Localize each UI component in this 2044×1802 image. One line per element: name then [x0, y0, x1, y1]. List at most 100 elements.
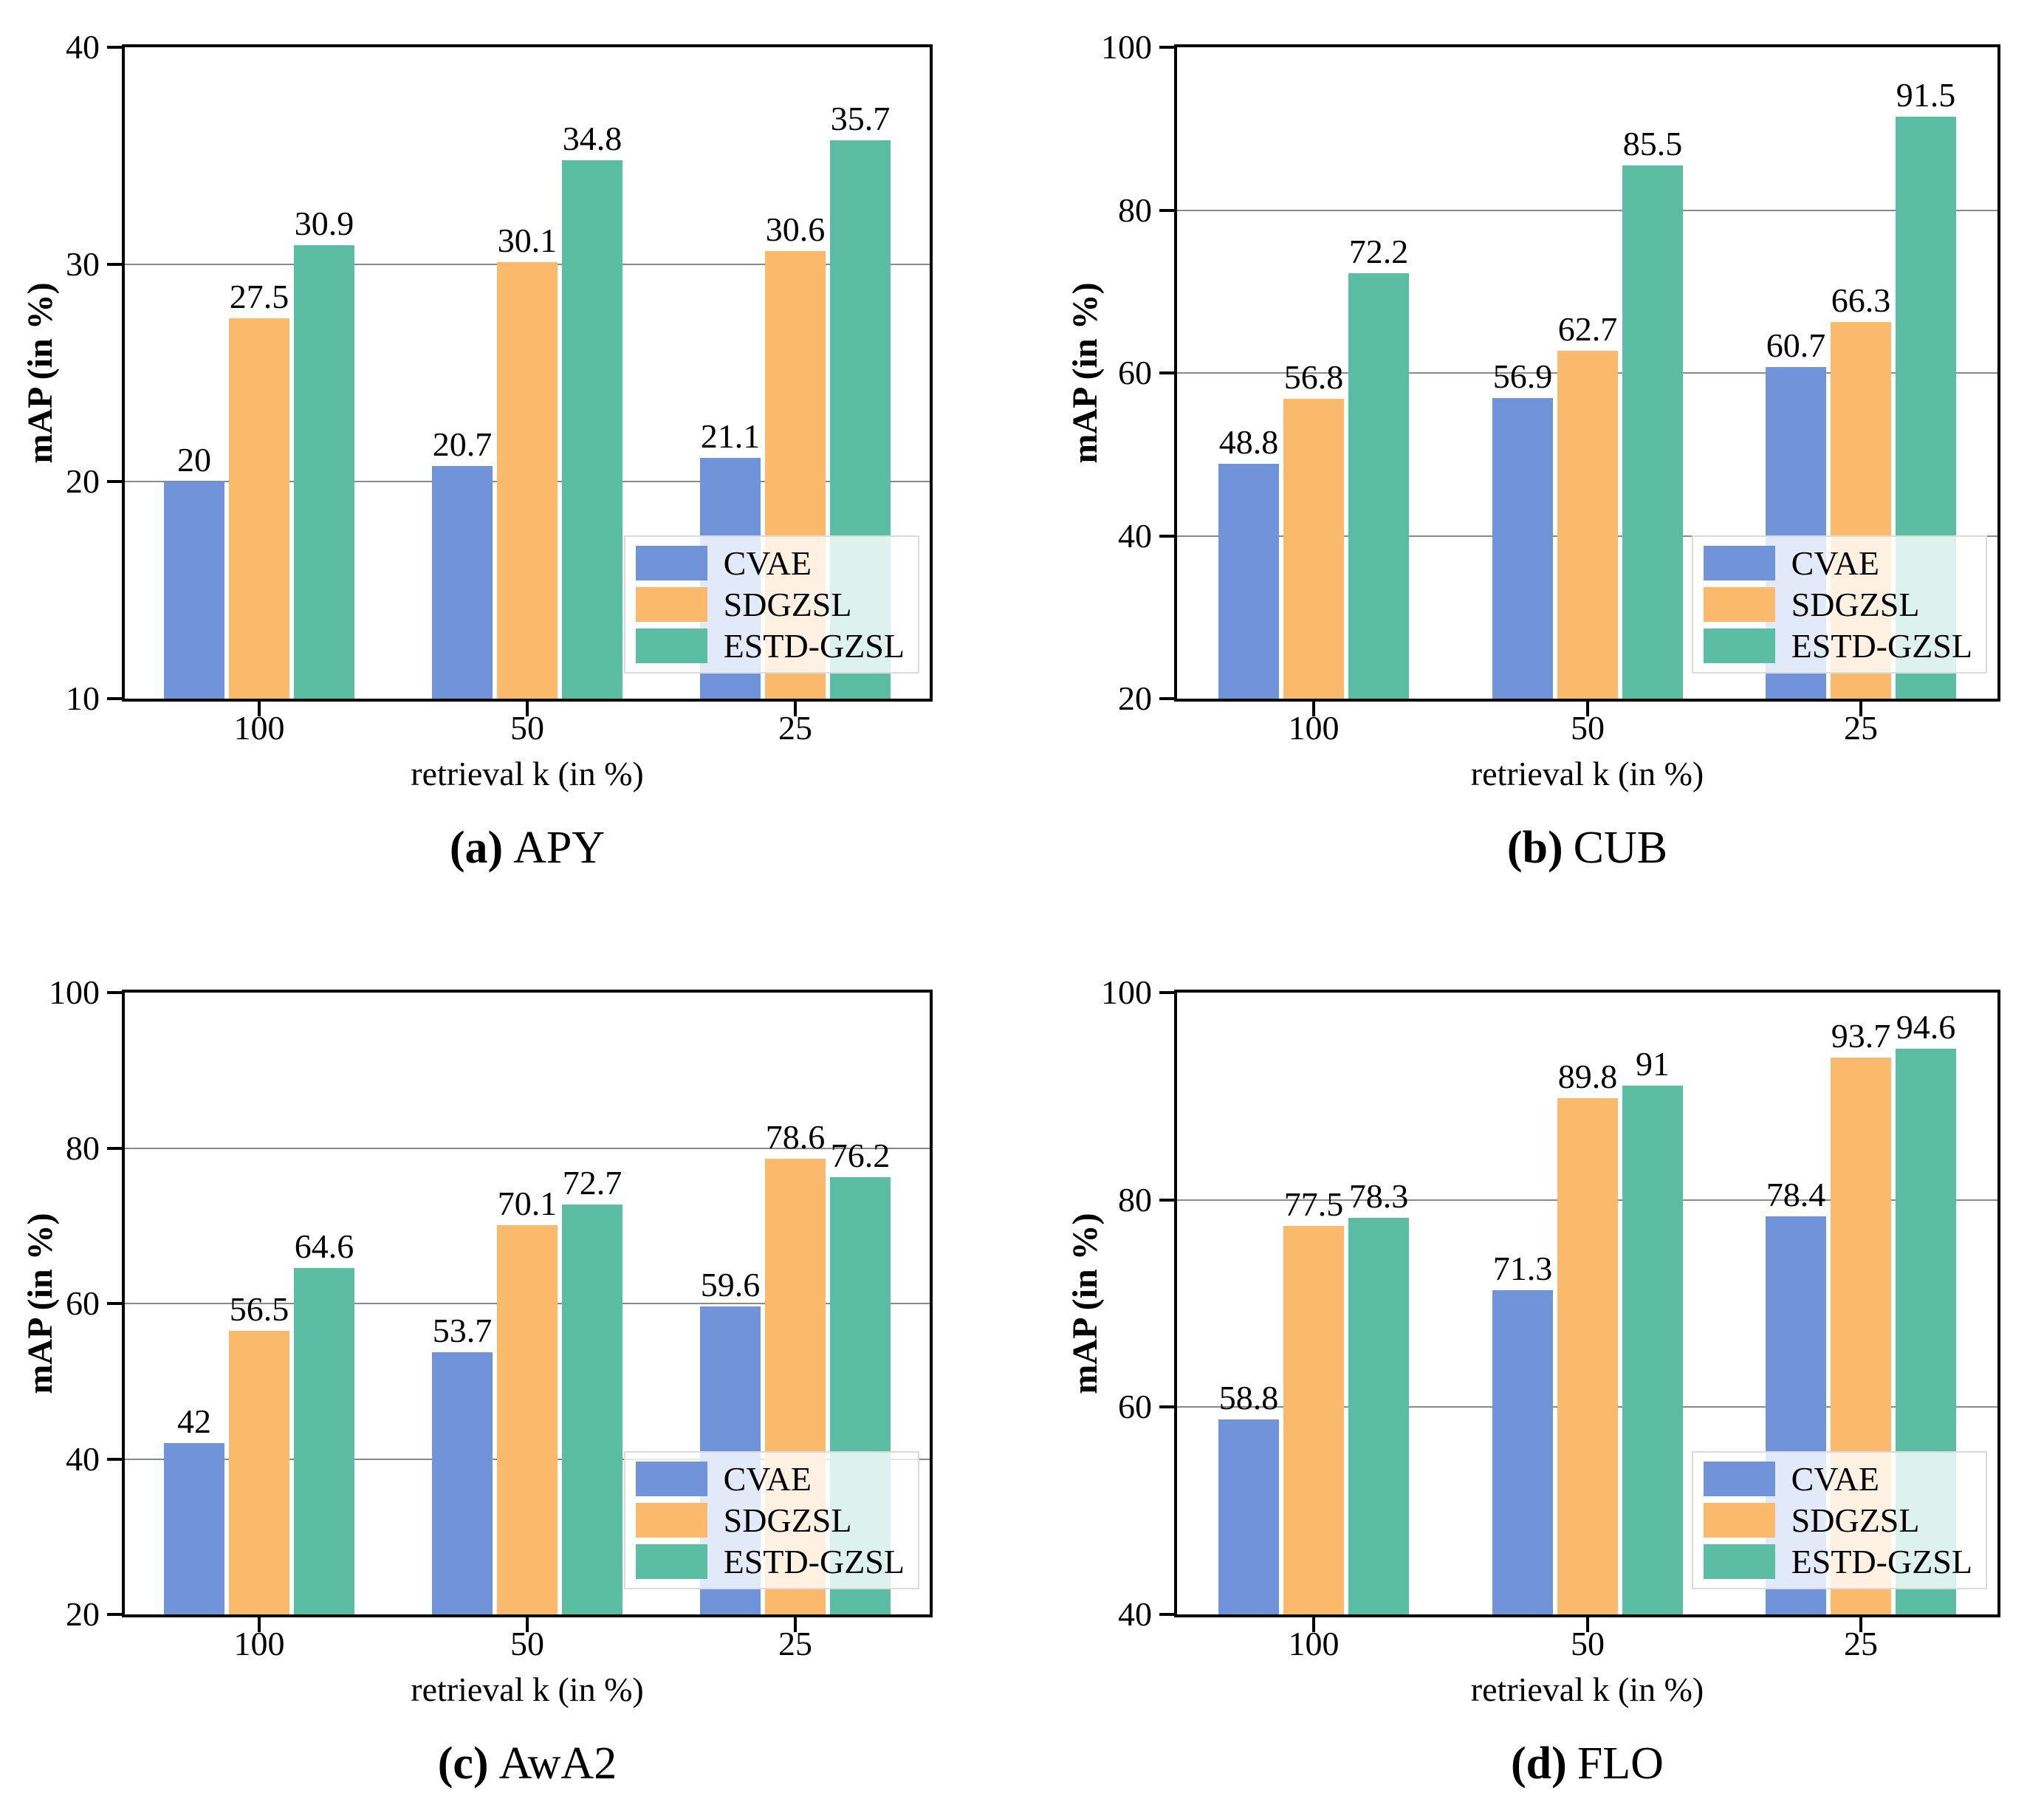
- gridline: [1177, 210, 1997, 211]
- y-tick-mark: [107, 697, 122, 700]
- bar-cvae-50: [1492, 1290, 1553, 1614]
- x-tick-mark: [794, 1617, 797, 1632]
- legend-swatch-estd-gzsl: [635, 1544, 707, 1579]
- bar-cvae-50: [1492, 398, 1553, 699]
- bar-value-label: 56.8: [1283, 358, 1344, 396]
- legend-label: CVAE: [723, 544, 812, 582]
- bar-value-label: 89.8: [1557, 1058, 1618, 1095]
- chart-flo: mAP (in %) 58.8 77.5 78.3 71.3 89.8 91 78.4 93.…: [1022, 901, 2044, 1802]
- bar-value-label: 71.3: [1492, 1250, 1553, 1287]
- legend-label: SDGZSL: [1791, 586, 1920, 623]
- x-tick-mark: [526, 702, 529, 716]
- y-tick-label: 80: [1118, 191, 1152, 229]
- y-tick-label: 20: [66, 462, 100, 500]
- legend-swatch-sdgzsl: [635, 1503, 707, 1538]
- x-axis-label: retrieval k (in %): [411, 1671, 644, 1708]
- bar-value-label: 20.7: [432, 425, 493, 463]
- legend-row: ESTD-GZSL: [635, 628, 905, 663]
- y-tick-mark: [1159, 535, 1174, 538]
- bar-value-label: 53.7: [432, 1312, 493, 1349]
- bar-sdgzsl-50: [1557, 1098, 1618, 1614]
- legend-row: SDGZSL: [1703, 1503, 1972, 1538]
- x-tick-mark: [794, 702, 797, 716]
- bar-estd-gzsl-50: [562, 1205, 623, 1614]
- caption: (a) APY: [122, 818, 933, 877]
- bar-cvae-50: [432, 1352, 493, 1614]
- bar-value-label: 30.1: [497, 222, 558, 259]
- bar-sdgzsl-50: [1557, 351, 1618, 699]
- chart-awa2: mAP (in %) 42 56.5 64.6 53.7 70.1 72.7 59.6 78.…: [0, 901, 1022, 1802]
- x-tick-mark: [1859, 702, 1862, 716]
- y-axis-label: mAP (in %): [1066, 1213, 1105, 1394]
- plot-area: 58.8 77.5 78.3 71.3 89.8 91 78.4 93.7 94.6 CVAE SD…: [1174, 990, 2000, 1617]
- legend-swatch-cvae: [1703, 546, 1775, 580]
- y-tick-label: 20: [66, 1595, 100, 1633]
- x-tick-mark: [1312, 1617, 1315, 1632]
- y-tick-label: 10: [66, 679, 100, 717]
- legend-swatch-sdgzsl: [1703, 587, 1775, 622]
- legend-label: ESTD-GZSL: [723, 1543, 905, 1580]
- bar-estd-gzsl-50: [1622, 1086, 1683, 1614]
- y-tick-label: 60: [1118, 354, 1152, 391]
- y-tick-mark: [1159, 991, 1174, 994]
- bar-value-label: 20: [177, 441, 211, 479]
- bar-value-label: 91.5: [1896, 76, 1956, 114]
- bar-value-label: 58.8: [1218, 1379, 1279, 1416]
- caption-text: CUB: [1573, 823, 1668, 873]
- bar-value-label: 60.7: [1766, 326, 1826, 364]
- y-tick-mark: [107, 480, 122, 483]
- legend-row: SDGZSL: [635, 1503, 905, 1538]
- bar-value-label: 30.9: [294, 205, 354, 242]
- caption-label: (d): [1511, 1738, 1567, 1789]
- bar-cvae-100: [1218, 1419, 1279, 1614]
- x-tick-mark: [1859, 1617, 1862, 1632]
- legend-swatch-cvae: [1703, 1462, 1775, 1496]
- plot-area: 42 56.5 64.6 53.7 70.1 72.7 59.6 78.6 76.2 CVAE SD…: [122, 990, 933, 1617]
- bar-estd-gzsl-100: [294, 245, 354, 699]
- x-tick-mark: [1586, 1617, 1589, 1632]
- bar-value-label: 77.5: [1283, 1185, 1344, 1223]
- bar-cvae-100: [1218, 464, 1279, 699]
- bar-sdgzsl-100: [1283, 399, 1344, 699]
- bar-value-label: 66.3: [1831, 281, 1891, 319]
- caption-label: (b): [1506, 823, 1563, 873]
- caption-text: APY: [513, 823, 606, 873]
- bar-value-label: 59.6: [700, 1266, 761, 1303]
- legend-row: CVAE: [635, 544, 905, 582]
- plot-area: 48.8 56.8 72.2 56.9 62.7 85.5 60.7 66.3 91.5 CVAE…: [1174, 44, 2000, 702]
- x-tick-mark: [258, 1617, 261, 1632]
- legend-label: CVAE: [1791, 1460, 1879, 1498]
- y-tick-mark: [107, 1302, 122, 1305]
- x-axis-label: retrieval k (in %): [1470, 755, 1704, 792]
- bar-estd-gzsl-100: [1348, 1218, 1409, 1614]
- y-tick-label: 100: [49, 973, 100, 1011]
- caption-label: (c): [437, 1738, 489, 1789]
- y-tick-mark: [107, 1458, 122, 1461]
- bar-value-label: 72.7: [562, 1164, 623, 1202]
- y-tick-label: 80: [1118, 1181, 1152, 1219]
- y-tick-mark: [107, 263, 122, 266]
- y-tick-mark: [107, 46, 122, 49]
- legend-swatch-sdgzsl: [1703, 1503, 1775, 1538]
- bar-sdgzsl-50: [497, 262, 558, 699]
- bar-value-label: 56.5: [229, 1290, 289, 1328]
- legend-row: CVAE: [1703, 546, 1972, 580]
- bar-cvae-100: [164, 1443, 224, 1614]
- legend-row: ESTD-GZSL: [1703, 628, 1972, 663]
- bar-estd-gzsl-100: [294, 1268, 354, 1614]
- y-tick-label: 100: [1101, 973, 1152, 1011]
- x-tick-label: 100: [1288, 1625, 1340, 1662]
- legend-swatch-estd-gzsl: [1703, 1544, 1775, 1579]
- x-tick-mark: [1312, 702, 1315, 716]
- y-tick-label: 100: [1101, 28, 1152, 66]
- bar-value-label: 42: [177, 1402, 211, 1440]
- bar-sdgzsl-100: [1283, 1226, 1344, 1614]
- legend-label: CVAE: [723, 1460, 812, 1498]
- bar-estd-gzsl-50: [562, 160, 623, 699]
- bar-value-label: 64.6: [294, 1227, 354, 1265]
- y-tick-label: 20: [1118, 679, 1152, 717]
- bar-value-label: 78.6: [765, 1118, 826, 1156]
- legend-label: ESTD-GZSL: [1791, 1543, 1972, 1580]
- y-tick-label: 40: [1118, 517, 1152, 555]
- legend: CVAE SDGZSL ESTD-GZSL: [1691, 535, 1987, 674]
